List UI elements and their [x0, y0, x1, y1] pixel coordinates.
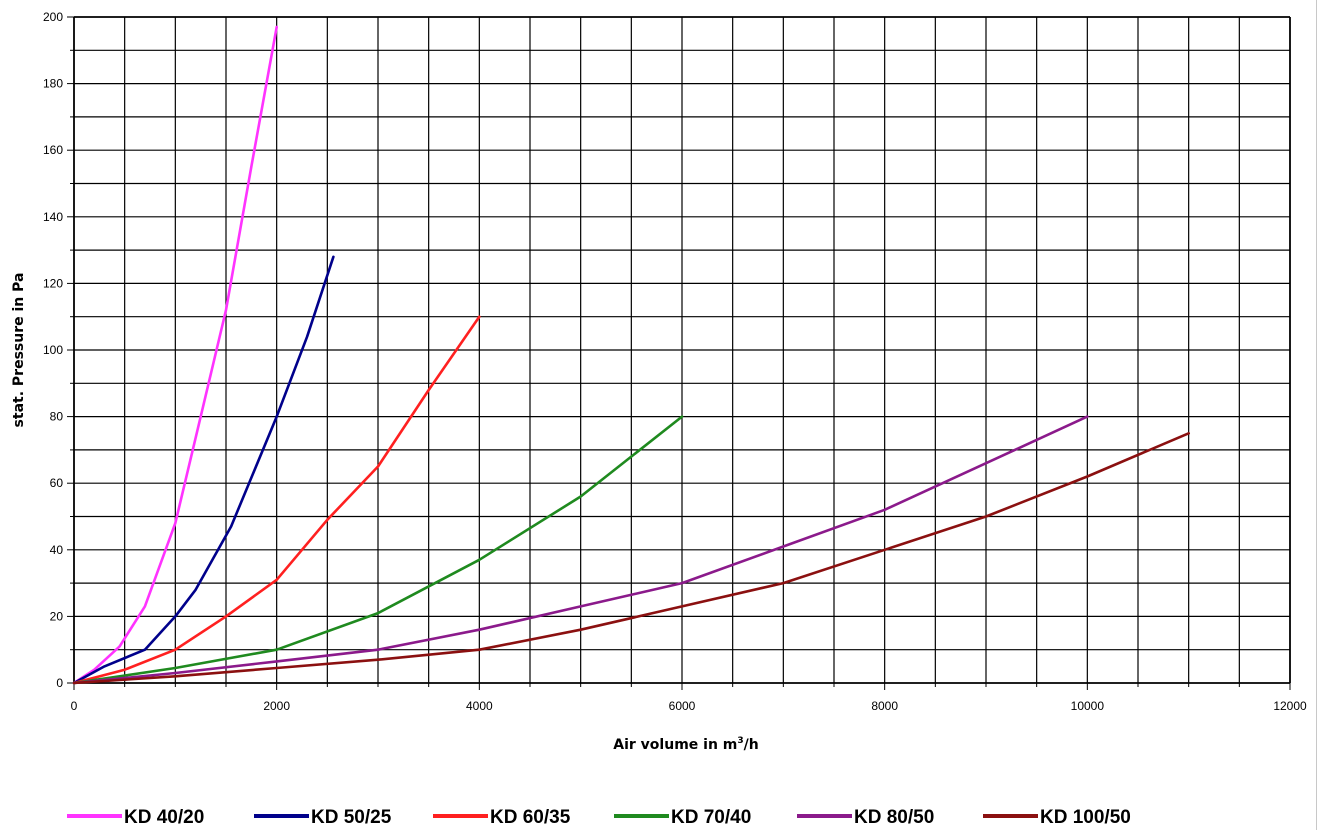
y-tick-label: 160	[43, 143, 63, 157]
grid	[67, 16, 1291, 690]
series-line-6	[72, 431, 1190, 685]
y-tick-label: 140	[43, 210, 63, 224]
y-tick-label: 0	[56, 676, 63, 690]
legend: KD 40/20 KD 50/25 KD 60/35 KD 70/40 KD 80/50…	[67, 807, 1131, 828]
y-tick-label: 180	[43, 77, 63, 91]
y-axis-label: stat. Pressure in Pa	[11, 273, 27, 428]
x-tick-label: 12000	[1273, 699, 1307, 713]
series-lines	[72, 25, 1190, 685]
x-tick-label: 8000	[871, 699, 898, 713]
series-line-1	[72, 25, 279, 685]
legend-label: KD 60/35	[490, 807, 571, 828]
series-line-2	[72, 255, 335, 685]
y-axis-ticks: 0 20 40 60 80 100 120 140 160 180 200	[43, 10, 63, 690]
series-line-3	[72, 315, 481, 685]
x-axis-label: Air volume in m3/h	[613, 736, 758, 753]
y-tick-label: 80	[50, 410, 64, 424]
legend-label: KD 80/50	[854, 807, 934, 828]
y-tick-label: 40	[50, 543, 64, 557]
page-edge-rule	[1316, 0, 1317, 830]
y-tick-label: 200	[43, 10, 63, 24]
y-tick-label: 100	[43, 343, 63, 357]
y-tick-label: 20	[50, 609, 64, 623]
x-tick-label: 10000	[1071, 699, 1105, 713]
series-line-5	[72, 415, 1089, 685]
x-tick-label: 0	[71, 699, 78, 713]
x-tick-label: 2000	[263, 699, 290, 713]
x-tick-label: 4000	[466, 699, 493, 713]
x-axis-label-suffix: /h	[744, 737, 759, 753]
legend-label: KD 70/40	[671, 807, 751, 828]
y-tick-label: 60	[50, 476, 64, 490]
legend-label: KD 100/50	[1040, 807, 1131, 828]
x-axis-label-main: Air volume in m	[613, 737, 737, 753]
legend-label: KD 40/20	[124, 807, 204, 828]
x-axis-label-superscript: 3	[737, 736, 743, 746]
legend-label: KD 50/25	[311, 807, 392, 828]
series-line-4	[72, 415, 684, 685]
y-tick-label: 120	[43, 276, 63, 290]
x-tick-label: 6000	[669, 699, 696, 713]
x-axis-ticks: 0 2000 4000 6000 8000 10000 12000	[71, 699, 1307, 713]
